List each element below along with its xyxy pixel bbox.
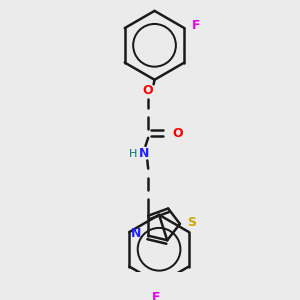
Text: H: H — [129, 149, 137, 159]
Text: S: S — [187, 216, 196, 229]
Text: O: O — [143, 84, 154, 97]
Text: N: N — [131, 227, 142, 240]
Text: O: O — [173, 127, 183, 140]
Text: N: N — [140, 147, 150, 160]
Text: F: F — [192, 19, 200, 32]
Text: F: F — [152, 291, 160, 300]
